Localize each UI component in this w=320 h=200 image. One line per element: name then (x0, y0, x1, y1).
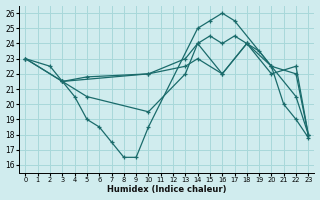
X-axis label: Humidex (Indice chaleur): Humidex (Indice chaleur) (107, 185, 227, 194)
